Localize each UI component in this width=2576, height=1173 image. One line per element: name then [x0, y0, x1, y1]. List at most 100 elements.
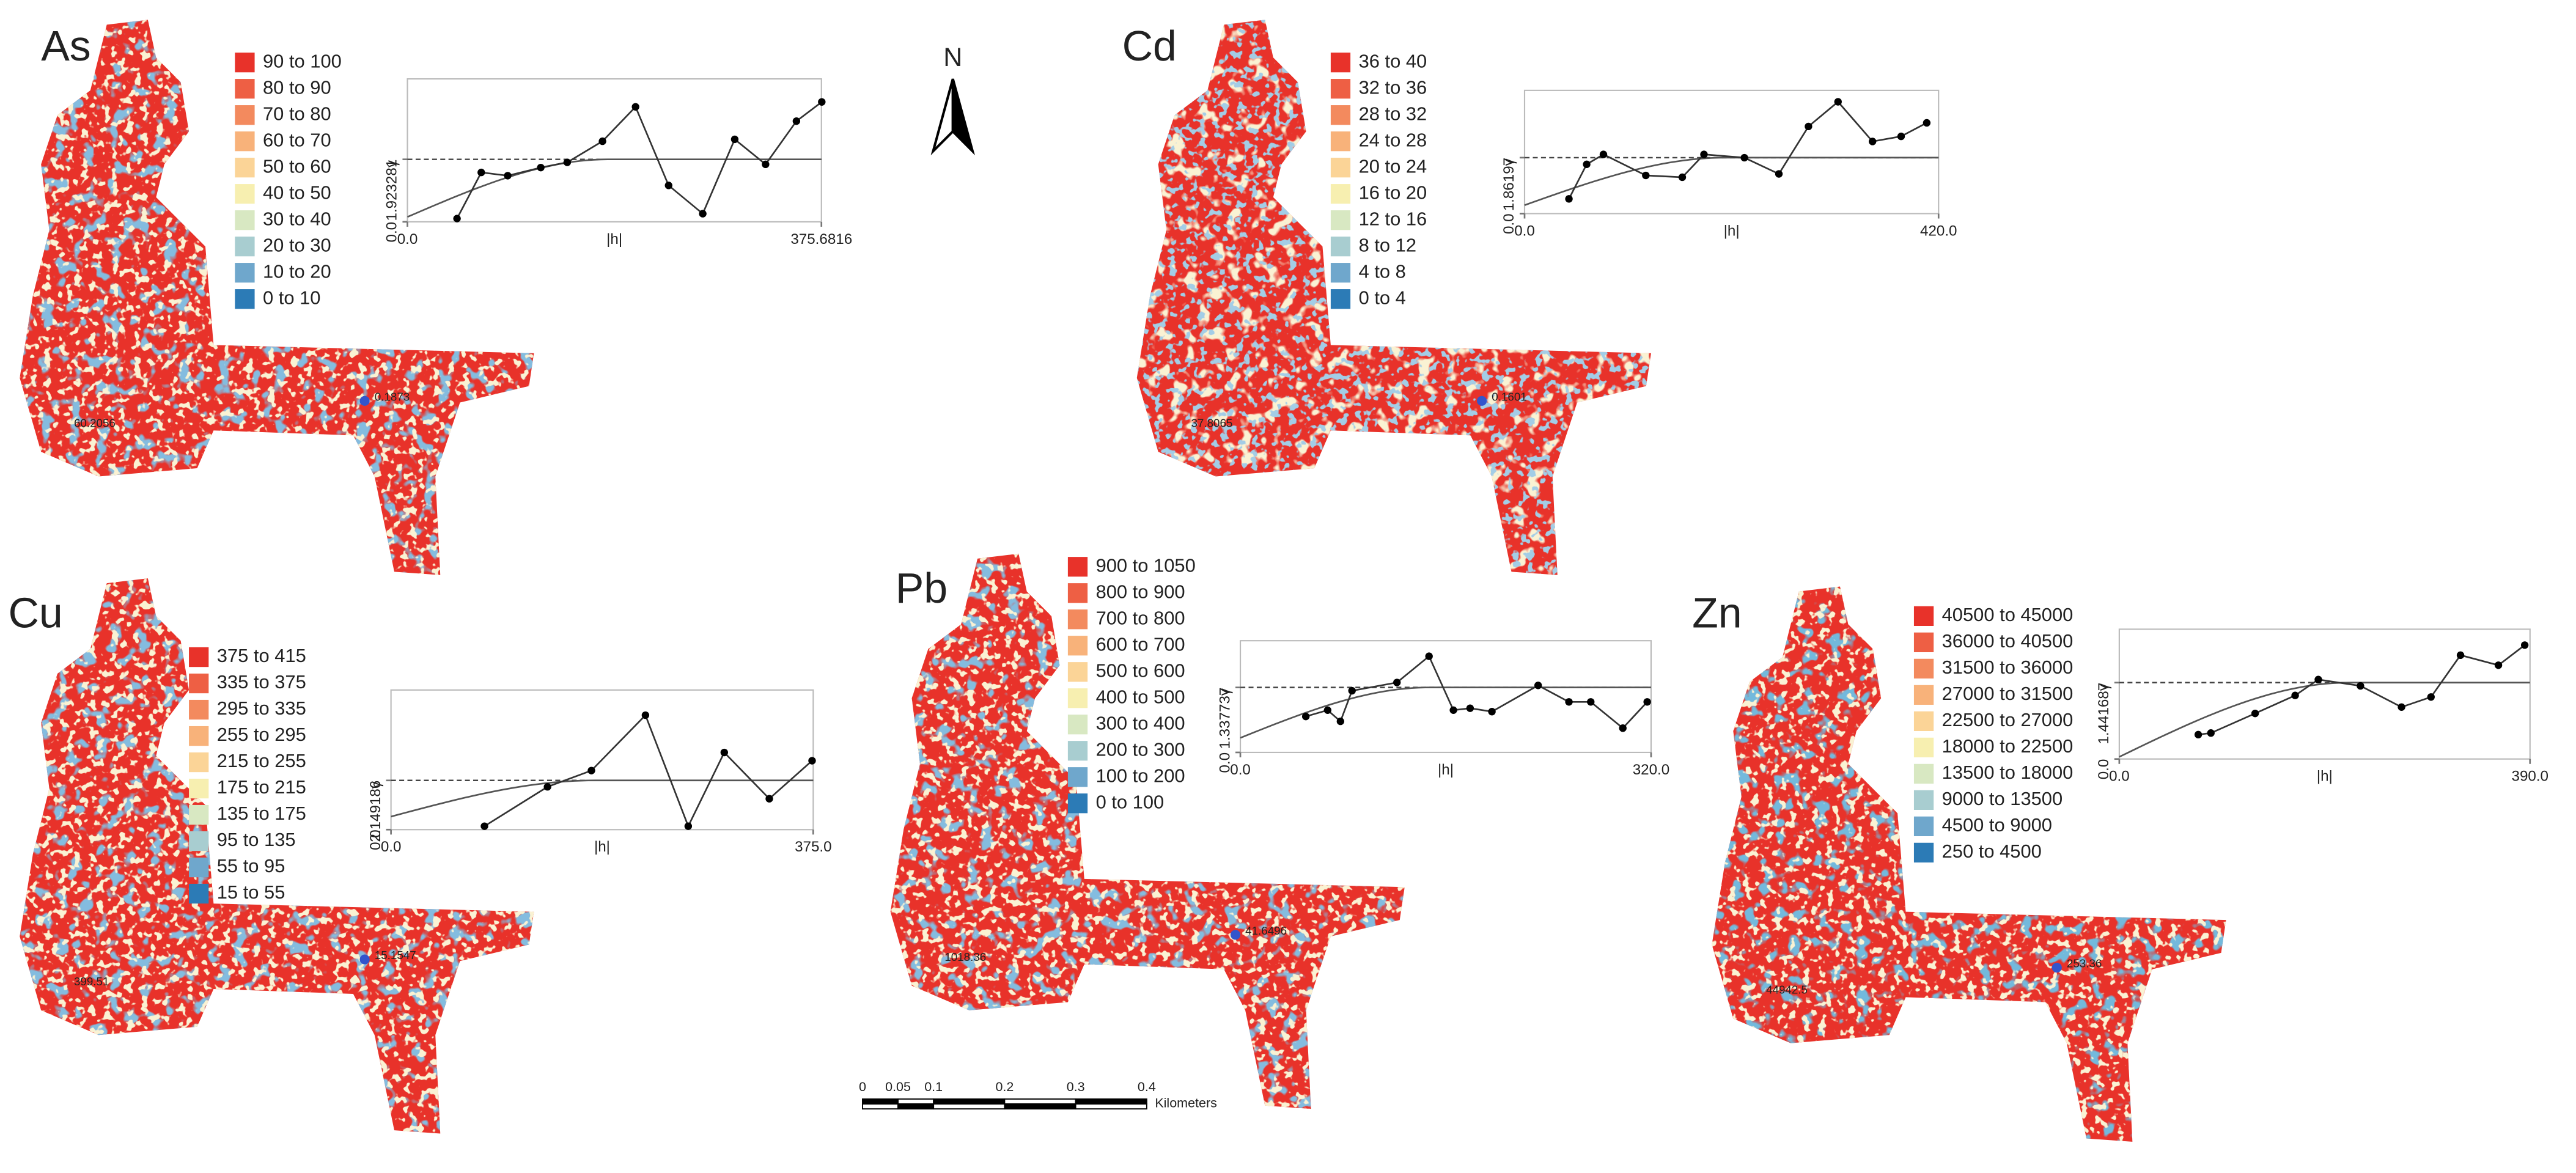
variogram-point — [1488, 708, 1496, 716]
y-tick-label: 1.923281 — [384, 160, 400, 221]
legend-swatch — [189, 673, 209, 694]
x-tick-label: 0.0 — [1230, 762, 1251, 778]
variogram-point — [2494, 661, 2503, 669]
map-marker — [1477, 395, 1487, 406]
panel: 60.2056 0.1873 As 90 to 100 80 to 90 70 to 80… — [20, 20, 852, 575]
legend-label: 20 to 30 — [263, 234, 331, 256]
empirical-line — [484, 713, 813, 828]
legend-swatch — [1913, 711, 1934, 731]
x-axis-label: |h| — [2317, 768, 2333, 785]
north-label: N — [943, 43, 962, 72]
legend-label: 4 to 8 — [1359, 260, 1406, 282]
legend-label: 31500 to 36000 — [1942, 656, 2074, 678]
variogram-point — [1775, 170, 1783, 178]
model-curve — [2119, 682, 2530, 758]
panel: 1018.36 41.6496 Pb 900 to 1050 800 to 900 700… — [890, 553, 1670, 1109]
variogram-point — [792, 117, 801, 125]
variogram-point — [598, 137, 606, 145]
legend-swatch — [235, 263, 255, 283]
scale-bar: 0 0.05 0.1 0.2 0.3 0.4 Kilometers — [859, 1079, 1217, 1111]
map-label: 0.1601 — [1492, 390, 1527, 403]
variogram-point — [1587, 698, 1595, 706]
variogram-point — [1678, 173, 1687, 182]
legend-label: 215 to 255 — [217, 750, 306, 771]
legend-label: 18000 to 22500 — [1942, 735, 2074, 757]
y-axis-label: γ — [1501, 158, 1517, 166]
map: 44942.5 253.36 — [1712, 586, 2226, 1142]
legend-label: 55 to 95 — [217, 855, 285, 877]
x-tick-label: 390.0 — [2512, 768, 2549, 785]
variogram-point — [1393, 678, 1401, 686]
variogram-point — [2427, 693, 2435, 701]
legend-swatch — [235, 289, 255, 309]
legend-label: 900 to 1050 — [1096, 554, 1196, 576]
x-tick-label: 320.0 — [1633, 762, 1670, 778]
legend-label: 800 to 900 — [1096, 581, 1185, 602]
legend-label: 375 to 415 — [217, 645, 306, 666]
legend-label: 20 to 24 — [1359, 155, 1427, 177]
x-tick-label: 0.0 — [397, 231, 418, 248]
variogram-point — [1805, 122, 1812, 131]
variogram-point — [818, 98, 826, 106]
variogram-point — [1336, 717, 1345, 726]
legend-swatch — [235, 79, 255, 99]
legend-swatch — [1067, 688, 1088, 708]
legend-label: 30 to 40 — [263, 208, 331, 229]
legend-swatch — [1067, 793, 1088, 814]
x-tick-label: 0.0 — [381, 839, 402, 855]
legend-swatch — [189, 857, 209, 878]
variogram-point — [2314, 675, 2322, 683]
variogram-point — [477, 168, 485, 177]
legend-label: 28 to 32 — [1359, 103, 1427, 124]
panel-title: Zn — [1692, 589, 1742, 636]
variogram-point — [1301, 712, 1310, 721]
scale-unit: Kilometers — [1155, 1096, 1217, 1111]
variogram-point — [1466, 704, 1474, 712]
variogram-point — [1425, 652, 1433, 660]
legend-label: 24 to 28 — [1359, 129, 1427, 150]
map: 1018.36 41.6496 — [890, 553, 1405, 1109]
y-tick-label: 0.0 — [384, 222, 400, 243]
legend-swatch — [1330, 263, 1351, 283]
variogram-point — [2456, 651, 2465, 660]
y-axis-label: γ — [384, 160, 400, 167]
legend-swatch — [189, 647, 209, 667]
variogram-point — [1923, 119, 1931, 127]
legend-label: 0 to 10 — [263, 287, 320, 308]
variogram-point — [543, 783, 551, 791]
legend-label: 295 to 335 — [217, 697, 306, 719]
variogram-point — [808, 757, 816, 765]
variogram-point — [720, 748, 728, 757]
legend-label: 80 to 90 — [263, 76, 331, 98]
x-axis-label: |h| — [1438, 762, 1454, 778]
scale-segment — [897, 1098, 935, 1105]
variogram-point — [641, 711, 650, 719]
legend-label: 40500 to 45000 — [1942, 604, 2074, 625]
scale-segment — [861, 1103, 899, 1110]
legend-label: 600 to 700 — [1096, 633, 1185, 655]
y-axis-label: γ — [367, 781, 384, 789]
map-marker — [359, 954, 370, 965]
legend-label: 0 to 100 — [1096, 791, 1165, 812]
scale-segment — [1075, 1098, 1147, 1105]
y-tick-label: 0.0 — [1216, 752, 1233, 773]
variogram-point — [1583, 160, 1591, 168]
legend-label: 200 to 300 — [1096, 738, 1185, 760]
map-label: 399.51 — [74, 975, 109, 988]
map-marker — [2052, 962, 2062, 973]
variogram-point — [1619, 724, 1627, 732]
legend-swatch — [1330, 210, 1351, 230]
legend-swatch — [1067, 715, 1088, 735]
variogram-point — [2357, 682, 2364, 690]
legend-label: 175 to 215 — [217, 776, 306, 798]
variogram-point — [1700, 150, 1708, 158]
map-marker — [1230, 930, 1241, 940]
scale-segment — [1075, 1103, 1147, 1110]
legend-swatch — [189, 778, 209, 799]
scale-tick-label: 0 — [859, 1079, 866, 1094]
legend-label: 16 to 20 — [1359, 182, 1427, 203]
map-label: 37.8065 — [1191, 416, 1232, 429]
legend-label: 335 to 375 — [217, 671, 306, 693]
